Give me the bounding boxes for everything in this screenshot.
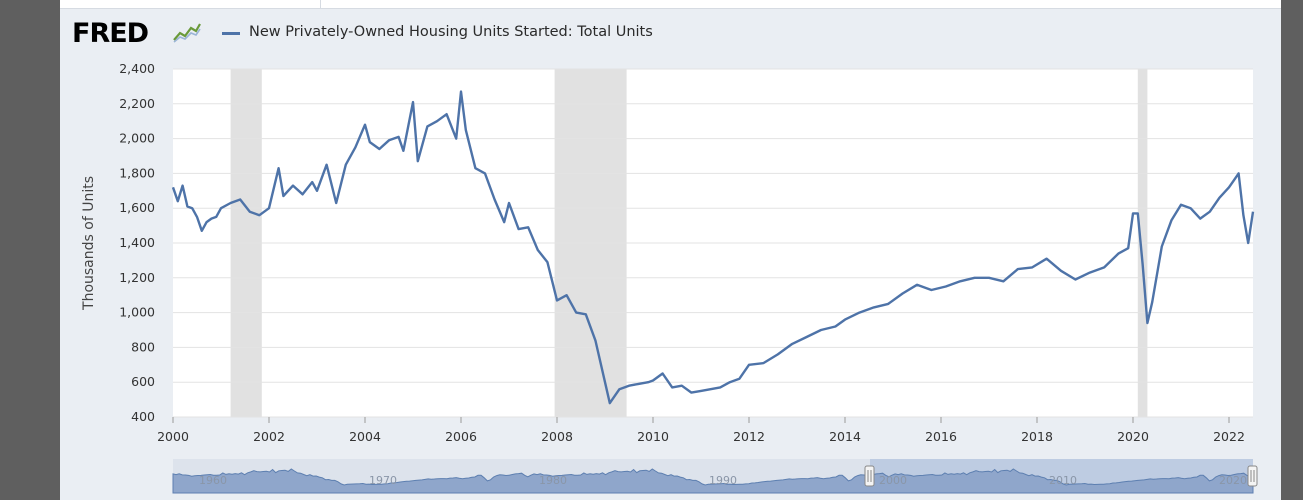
- range-navigator[interactable]: 1960 1970 1980 1990 2000 2010 2020: [172, 459, 1258, 494]
- y-tick-label: 1,400: [119, 235, 155, 250]
- grid-lines: [173, 68, 1253, 418]
- navigator-label: 1960: [199, 474, 227, 487]
- series-layer: [171, 90, 1255, 405]
- x-tick-label: 2020: [1117, 429, 1149, 444]
- x-tick-label: 2018: [1021, 429, 1053, 444]
- y-axis-ticks: 2,400 2,200 2,000 1,800 1,600 1,400 1,200 1,000…: [119, 61, 155, 424]
- y-tick-label: 1,800: [119, 165, 155, 180]
- y-tick-label: 1,200: [119, 270, 155, 285]
- x-tick-label: 2008: [541, 429, 573, 444]
- navigator-label: 2010: [1049, 474, 1077, 487]
- toolbar-strip: [60, 0, 1281, 9]
- legend-series-label: New Privately-Owned Housing Units Starte…: [249, 24, 653, 40]
- y-axis-title: Thousands of Units: [81, 176, 97, 311]
- chart-area: 2,400 2,200 2,000 1,800 1,600 1,400 1,200 1,000…: [81, 61, 1258, 494]
- y-tick-label: 600: [131, 374, 155, 389]
- x-tick-label: 2022: [1213, 429, 1245, 444]
- navigator-series-area: [172, 468, 1254, 494]
- navigator-label: 1980: [539, 474, 567, 487]
- y-tick-label: 800: [131, 339, 155, 354]
- x-tick-label: 2014: [829, 429, 861, 444]
- navigator-label: 1970: [369, 474, 397, 487]
- y-tick-label: 2,000: [119, 131, 155, 146]
- navigator-labels: 1960 1970 1980 1990 2000 2010 2020: [199, 474, 1247, 487]
- x-tick-label: 2016: [925, 429, 957, 444]
- y-tick-label: 2,200: [119, 96, 155, 111]
- y-tick-label: 400: [131, 409, 155, 424]
- x-tick-label: 2006: [445, 429, 477, 444]
- toolbar-divider: [320, 0, 321, 8]
- x-tick-label: 2004: [349, 429, 381, 444]
- navigator-label: 2020: [1219, 474, 1247, 487]
- y-tick-label: 1,600: [119, 200, 155, 215]
- navigator-left-handle[interactable]: [864, 465, 875, 487]
- y-tick-label: 1,000: [119, 305, 155, 320]
- fred-graph-icon: [173, 23, 201, 43]
- navigator-label: 1990: [709, 474, 737, 487]
- chart-header: FRED New Privately-Owned Housing Units S…: [70, 16, 1260, 49]
- y-tick-label: 2,400: [119, 61, 155, 76]
- x-tick-label: 2000: [157, 429, 189, 444]
- legend-swatch: [222, 32, 240, 35]
- x-tick-label: 2010: [637, 429, 669, 444]
- x-tick-label: 2012: [733, 429, 765, 444]
- x-tick-label: 2002: [253, 429, 285, 444]
- chart-panel: FRED New Privately-Owned Housing Units S…: [60, 0, 1281, 500]
- series-line[interactable]: [171, 90, 1255, 405]
- navigator-right-handle[interactable]: [1247, 465, 1258, 487]
- navigator-label: 2000: [879, 474, 907, 487]
- x-axis-ticks: 2000 2002 2004 2006 2008 2010 2012 2014 2016 2018…: [157, 417, 1245, 444]
- fred-logo[interactable]: FRED: [72, 18, 149, 49]
